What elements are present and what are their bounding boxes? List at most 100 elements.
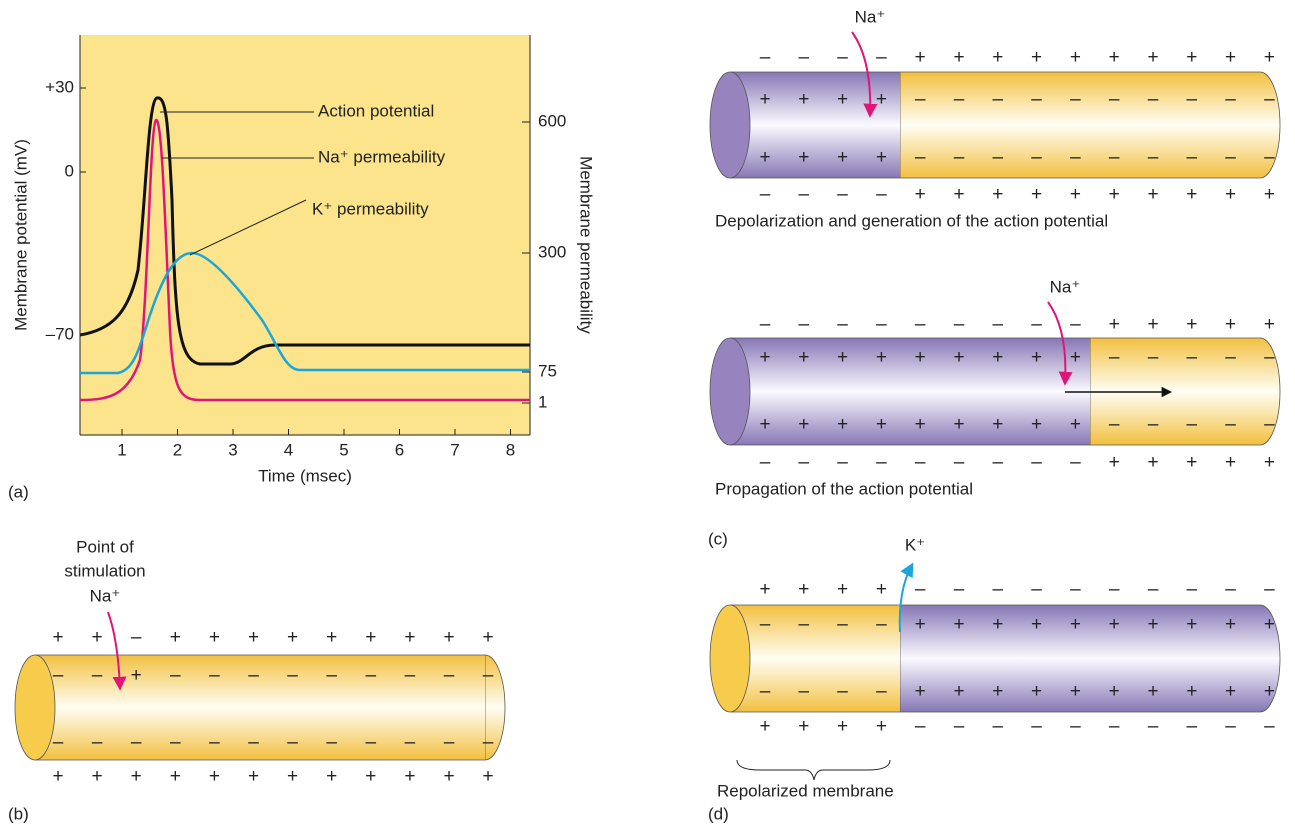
charge-sign: + [170, 627, 181, 648]
charge-sign: + [1031, 184, 1042, 205]
charge-sign: + [1147, 47, 1158, 68]
charge-sign: + [1264, 47, 1275, 68]
charge-sign: – [799, 47, 810, 68]
charge-sign: – [1031, 89, 1042, 110]
charge-sign: + [953, 184, 964, 205]
charge-sign: – [993, 452, 1004, 473]
charge-sign: – [1225, 147, 1236, 168]
panel-label: (b) [8, 804, 29, 823]
charge-sign: + [915, 681, 926, 702]
charge-sign: + [1147, 614, 1158, 635]
charge-sign: – [1264, 414, 1275, 435]
charge-sign: – [876, 184, 887, 205]
x-tick-label: 4 [284, 440, 293, 459]
charge-sign: + [992, 681, 1003, 702]
y2-tick-label: 1 [538, 392, 547, 411]
axon-segment [730, 605, 900, 712]
charge-sign: – [1148, 347, 1159, 368]
charge-sign: – [954, 452, 965, 473]
stimulation-label: stimulation [64, 561, 145, 580]
charge-sign: + [1109, 47, 1120, 68]
charge-sign: + [1186, 314, 1197, 335]
charge-sign: – [760, 314, 771, 335]
charge-sign: + [483, 766, 494, 787]
charge-sign: – [876, 314, 887, 335]
charge-sign: + [876, 147, 887, 168]
charge-sign: + [1147, 452, 1158, 473]
charge-sign: + [953, 347, 964, 368]
charge-sign: + [1225, 614, 1236, 635]
charge-sign: – [799, 452, 810, 473]
charge-sign: + [1070, 414, 1081, 435]
charge-sign: + [1070, 184, 1081, 205]
charge-sign: – [837, 614, 848, 635]
axon-segment [730, 72, 900, 178]
charge-sign: + [876, 347, 887, 368]
charge-sign: + [131, 665, 142, 686]
charge-sign: + [915, 347, 926, 368]
charge-sign: + [798, 414, 809, 435]
charge-sign: + [992, 47, 1003, 68]
charge-sign: + [1225, 314, 1236, 335]
charge-sign: – [405, 732, 416, 753]
charge-sign: + [798, 89, 809, 110]
charge-sign: – [1031, 579, 1042, 600]
charge-sign: + [953, 614, 964, 635]
charge-sign: + [876, 579, 887, 600]
axon-cap [15, 655, 55, 760]
charge-sign: – [954, 579, 965, 600]
charge-sign: + [876, 716, 887, 737]
charge-sign: + [837, 347, 848, 368]
charge-sign: – [915, 452, 926, 473]
charge-sign: – [1148, 716, 1159, 737]
charge-sign: – [1187, 147, 1198, 168]
charge-sign: + [837, 89, 848, 110]
charge-sign: + [443, 627, 454, 648]
charge-sign: – [1148, 414, 1159, 435]
charge-sign: + [759, 147, 770, 168]
charge-sign: + [915, 47, 926, 68]
charge-sign: + [287, 766, 298, 787]
y2-tick-label: 600 [538, 111, 566, 130]
charge-sign: + [953, 681, 964, 702]
charge-sign: – [1225, 89, 1236, 110]
charge-sign: – [954, 147, 965, 168]
stimulation-label: Point of [76, 537, 134, 556]
charge-sign: – [1070, 716, 1081, 737]
panel-label: (d) [708, 804, 729, 823]
axon-cap [710, 72, 750, 178]
charge-sign: + [443, 766, 454, 787]
ion-label: Na⁺ [1050, 277, 1081, 296]
charge-sign: – [1264, 147, 1275, 168]
charge-sign: + [131, 766, 142, 787]
charge-sign: + [1147, 184, 1158, 205]
charge-sign: – [444, 732, 455, 753]
charge-sign: + [248, 766, 259, 787]
y-tick-label: –70 [46, 324, 74, 343]
charge-sign: + [365, 627, 376, 648]
charge-sign: + [837, 579, 848, 600]
charge-sign: + [798, 347, 809, 368]
charge-sign: + [915, 184, 926, 205]
charge-sign: – [1109, 414, 1120, 435]
charge-sign: – [760, 614, 771, 635]
charge-sign: – [954, 89, 965, 110]
charge-sign: – [209, 732, 220, 753]
x-tick-label: 3 [228, 440, 237, 459]
y-tick-label: 0 [65, 161, 74, 180]
charge-sign: + [404, 766, 415, 787]
charge-sign: + [759, 716, 770, 737]
charge-sign: – [444, 665, 455, 686]
charge-sign: – [915, 147, 926, 168]
charge-sign: + [1070, 614, 1081, 635]
charge-sign: + [953, 414, 964, 435]
charge-sign: + [992, 614, 1003, 635]
curve-label: Na⁺ permeability [318, 147, 446, 166]
charge-sign: – [326, 732, 337, 753]
charge-sign: – [1109, 147, 1120, 168]
caption: Propagation of the action potential [715, 479, 973, 498]
charge-sign: – [876, 452, 887, 473]
charge-sign: + [1225, 184, 1236, 205]
ion-label: Na⁺ [855, 7, 886, 26]
x-tick-label: 1 [117, 440, 126, 459]
